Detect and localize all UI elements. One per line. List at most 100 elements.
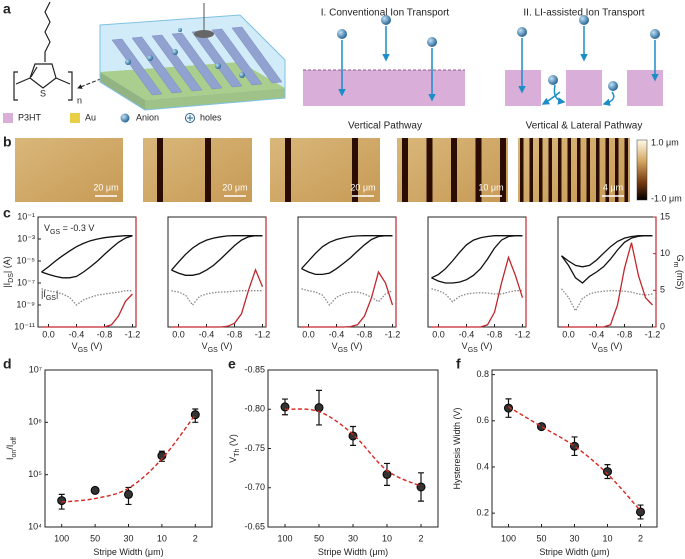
y-tick-label: 10⁻⁷ — [17, 277, 35, 287]
x-tick-label: -0.4 — [589, 329, 605, 339]
x-tick-label: -0.4 — [329, 329, 345, 339]
x-axis-label-part: V — [332, 341, 338, 351]
annotation-part: | — [56, 289, 58, 299]
y2-tick-label: 10 — [660, 248, 670, 258]
y-tick-label: 10⁻¹ — [17, 211, 35, 221]
x-axis-label-part: GS — [78, 347, 88, 354]
x-axis-label: VGS (V) — [332, 341, 363, 354]
y-axis-label-part: off — [11, 437, 18, 445]
annotation: |IGS| — [41, 289, 58, 302]
x-axis-label-part: V — [72, 341, 78, 351]
legend-label: Au — [85, 112, 96, 122]
legend-swatch — [3, 113, 13, 123]
series-line — [560, 235, 653, 284]
y-axis-label-part: | (A) — [2, 256, 12, 273]
y-axis-label-part: /I — [5, 445, 15, 450]
y-tick-label: 0.4 — [476, 461, 489, 471]
device — [99, 3, 286, 111]
y2-tick-label: 5 — [660, 285, 665, 295]
y2-axis-label-part: G — [675, 255, 685, 262]
y-tick-label: 10⁵ — [28, 469, 42, 479]
series-line — [171, 235, 263, 271]
y-tick-label: 10⁻³ — [17, 233, 35, 243]
x-tick-label: 10 — [602, 533, 612, 543]
data-point — [504, 403, 513, 413]
y-axis-label: |IDS| (A) — [2, 256, 15, 287]
y2-axis-label-part: m — [672, 262, 679, 268]
x-tick-label: 0.0 — [562, 329, 575, 339]
x-tick-label: -0.8 — [227, 329, 243, 339]
x-axis-label-part: GS — [598, 347, 608, 354]
section-title: I. Conventional Ion Transport — [321, 8, 450, 19]
x-tick-label: 2 — [193, 533, 198, 543]
x-tick-label: 2 — [418, 533, 423, 543]
x-axis-label-part: V — [202, 341, 208, 351]
x-axis-label-part: GS — [338, 347, 348, 354]
y-axis-label-part: on — [11, 450, 18, 458]
fit-line — [284, 408, 422, 487]
y-axis-label-part: Hysteresis Width (V) — [452, 407, 462, 489]
series-line — [41, 235, 133, 279]
y-tick-label: -0.70 — [244, 482, 265, 492]
plot-frame — [167, 216, 267, 328]
x-tick-label: 30 — [348, 533, 358, 543]
legend-swatch — [120, 113, 130, 123]
x-tick-label: -0.8 — [97, 329, 113, 339]
x-axis-label-part: V — [592, 341, 598, 351]
x-tick-label: 0.0 — [302, 329, 315, 339]
series-line — [431, 235, 523, 279]
data-point — [124, 489, 133, 499]
y-axis-label-part: Th — [234, 449, 241, 457]
series-line — [41, 293, 133, 328]
x-axis-label-part: (V) — [88, 341, 103, 351]
panel-label: e — [228, 356, 236, 372]
plot-frame — [267, 369, 439, 528]
x-axis-label: Stripe Width (μm) — [93, 547, 163, 557]
x-axis-label-part: Stripe Width (μm) — [93, 547, 163, 557]
colorbar-label: 1.0 μm — [651, 137, 679, 147]
series-line — [560, 288, 653, 313]
data-point — [603, 467, 612, 477]
series-line — [431, 288, 523, 303]
y2-tick-label: 0 — [660, 321, 665, 331]
y-tick-label: 10⁻¹¹ — [14, 321, 35, 331]
ion-arrows — [518, 26, 659, 106]
x-tick-label: 100 — [54, 533, 69, 543]
x-axis-label: VGS (V) — [72, 341, 103, 354]
x-tick-label: 50 — [536, 533, 546, 543]
y-tick-label: 10⁻⁵ — [17, 255, 36, 265]
legend-label: P3HT — [18, 112, 42, 122]
x-axis-label-part: Stripe Width (μm) — [539, 547, 609, 557]
y-tick-label: 0.6 — [476, 415, 489, 425]
x-tick-label: 30 — [569, 533, 579, 543]
x-axis-label-part: GS — [468, 347, 478, 354]
x-axis-label: VGS (V) — [592, 341, 623, 354]
x-axis-label: Stripe Width (μm) — [539, 547, 609, 557]
panel-label: c — [3, 205, 11, 221]
annotation-part: GS — [46, 295, 56, 302]
x-tick-label: 10 — [382, 533, 392, 543]
series-line — [431, 235, 523, 284]
series-line — [171, 290, 263, 307]
section-caption: Vertical Pathway — [348, 121, 422, 132]
panel-label: b — [3, 134, 12, 150]
anions — [517, 15, 660, 91]
annotation-part: |I — [41, 289, 46, 299]
p3ht-stripes — [505, 70, 663, 106]
y-tick-label: -0.65 — [244, 521, 265, 531]
y-tick-label: 0.8 — [476, 369, 489, 379]
scale-label: 20 μm — [350, 182, 375, 192]
x-tick-label: 0.0 — [432, 329, 445, 339]
section-caption: Vertical & Lateral Pathway — [526, 121, 643, 132]
series-line — [561, 235, 653, 268]
scale-label: 10 μm — [478, 182, 503, 192]
series-line — [301, 235, 393, 270]
scale-label: 20 μm — [93, 182, 118, 192]
series-line — [431, 255, 524, 328]
data-point — [537, 422, 546, 432]
y-tick-label: 10⁶ — [28, 417, 42, 427]
x-tick-label: -0.4 — [459, 329, 475, 339]
fit-line — [508, 406, 642, 512]
y-axis-label: Ion/Ioff — [5, 437, 18, 460]
